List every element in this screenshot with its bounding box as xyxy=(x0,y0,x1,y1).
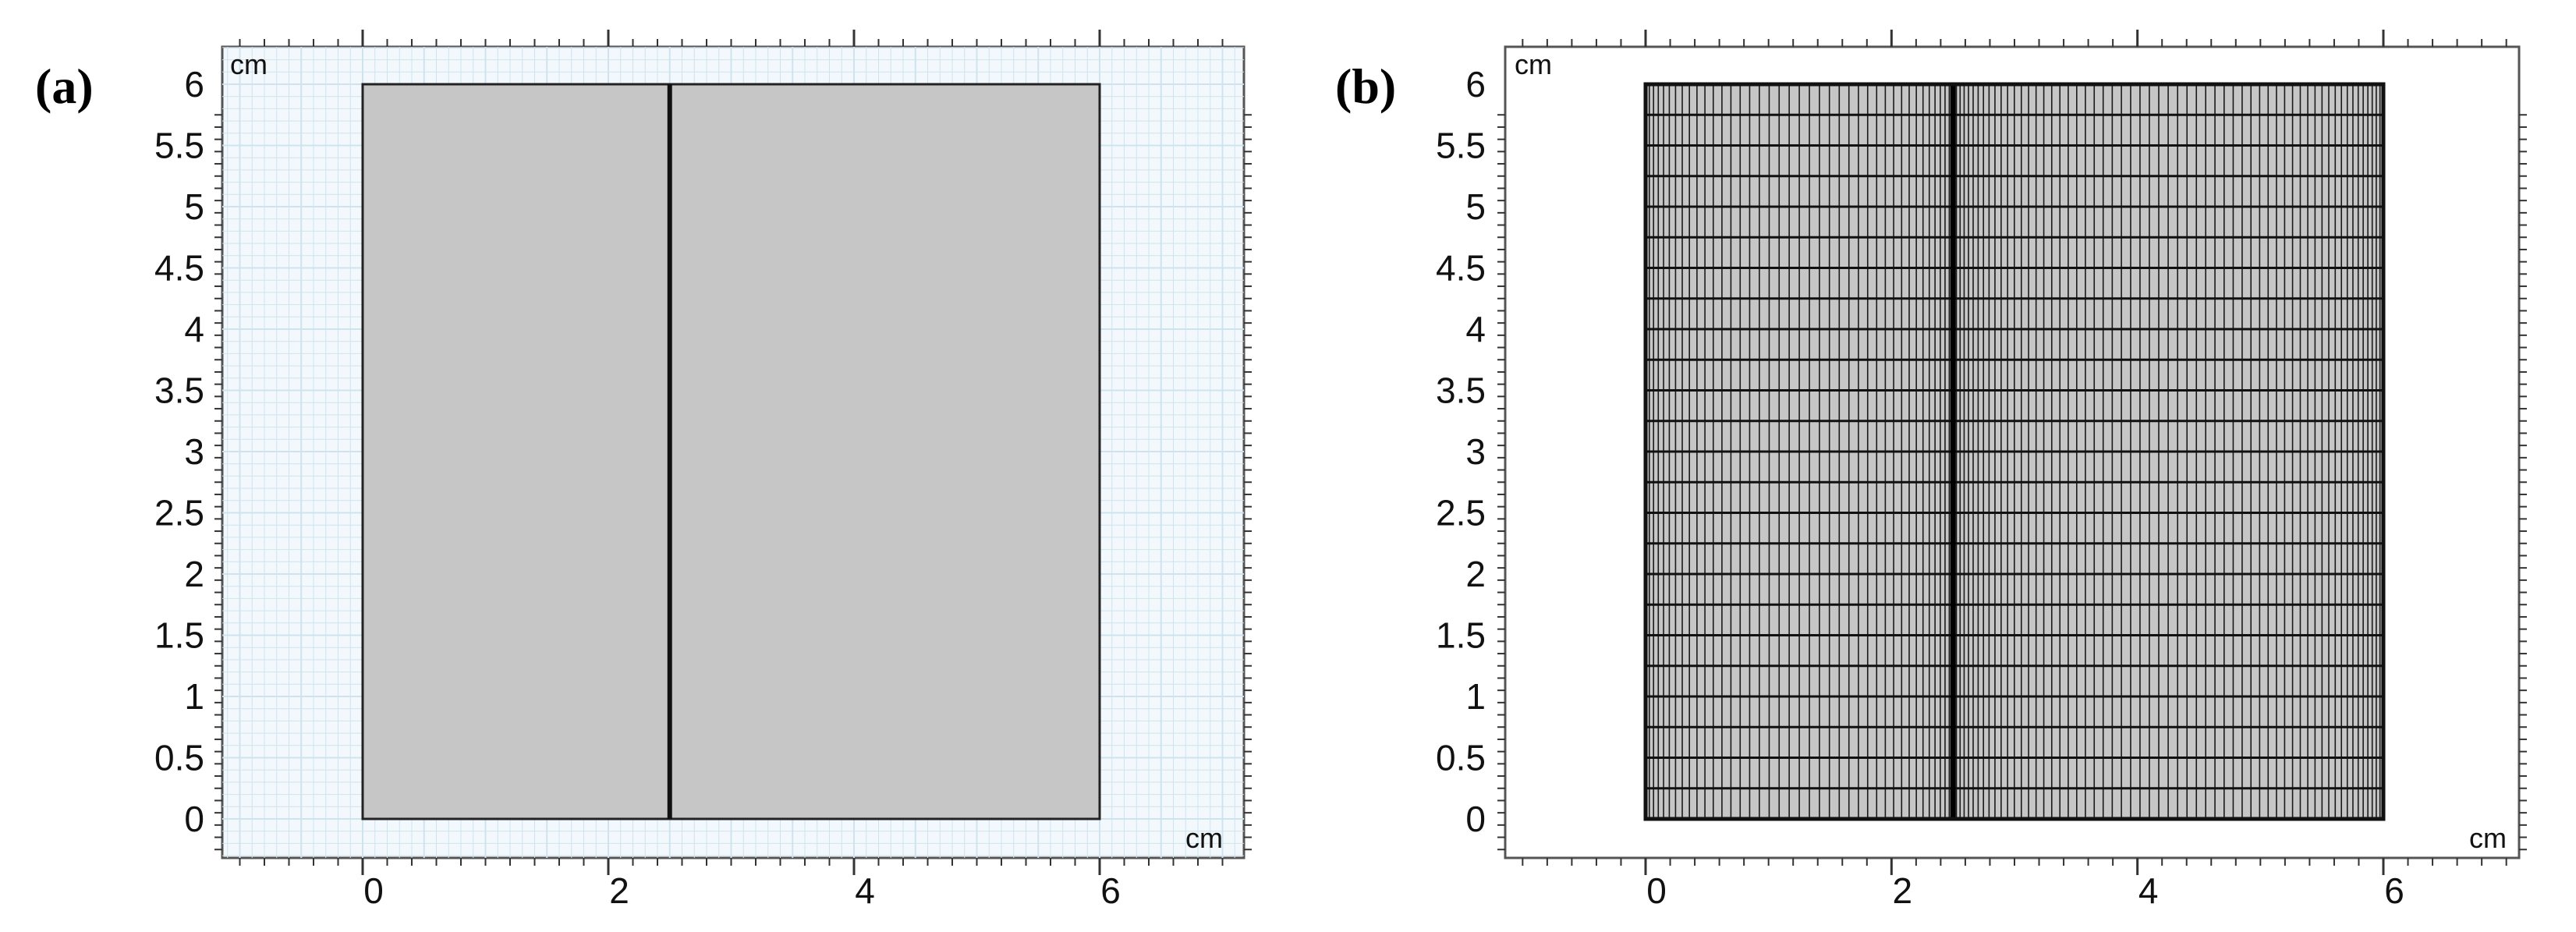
panel-b-y-unit: cm xyxy=(1515,48,1552,80)
mesh-outline xyxy=(1643,82,2386,821)
y-tick-label: 4 xyxy=(184,309,204,349)
y-tick-label: 5.5 xyxy=(154,126,204,166)
panel-a-y-unit: cm xyxy=(230,48,268,80)
panel-b-x-unit: cm xyxy=(2469,822,2507,854)
x-tick-label: 6 xyxy=(1100,870,1121,911)
y-tick-label: 3.5 xyxy=(1436,370,1486,411)
x-tick-label: 0 xyxy=(363,870,384,911)
y-tick-label: 4.5 xyxy=(154,248,204,289)
y-tick-label: 6 xyxy=(184,64,204,105)
y-tick-label: 5 xyxy=(184,186,204,227)
y-tick-label: 2 xyxy=(1465,554,1486,594)
y-tick-label: 2 xyxy=(184,554,204,594)
y-tick-label: 0.5 xyxy=(154,738,204,778)
panel-b-label: (b) xyxy=(1335,58,1396,114)
y-tick-label: 1.5 xyxy=(154,615,204,656)
domain-right-region xyxy=(668,83,1101,820)
x-tick-label: 0 xyxy=(1646,870,1667,911)
y-tick-label: 1 xyxy=(184,676,204,717)
panel-a-x-tick-labels: 0 2 4 6 xyxy=(363,870,1121,911)
y-tick-label: 5.5 xyxy=(1436,126,1486,166)
y-tick-label: 3 xyxy=(184,431,204,472)
x-tick-label: 4 xyxy=(2138,870,2159,911)
panel-a-frame-ticks xyxy=(214,30,1252,875)
x-tick-label: 2 xyxy=(1893,870,1913,911)
x-tick-label: 2 xyxy=(609,870,629,911)
panel-b-frame-ticks xyxy=(1497,30,2527,875)
x-tick-label: 4 xyxy=(855,870,875,911)
x-tick-label: 6 xyxy=(2384,870,2404,911)
y-tick-label: 2.5 xyxy=(1436,493,1486,533)
y-tick-label: 0 xyxy=(184,799,204,839)
panel-b: (b) cm cm 0 0.5 1 1.5 2 2.5 3 3.5 4 4.5 5 5.5 6 0 2 4 6 xyxy=(1335,30,2527,911)
y-tick-label: 3 xyxy=(1465,431,1486,472)
mesh-lines xyxy=(1645,83,2384,820)
y-tick-label: 3.5 xyxy=(154,370,204,411)
panel-a-y-tick-labels: 0 0.5 1 1.5 2 2.5 3 3.5 4 4.5 5 5.5 6 xyxy=(154,64,204,839)
panel-a: (a) cm cm 0 0.5 1 1.5 2 2.5 3 3.5 4 4.5 5 5.5 6 0 2 4 6 xyxy=(35,30,1252,911)
y-tick-label: 4 xyxy=(1465,309,1486,349)
y-tick-label: 6 xyxy=(1465,64,1486,105)
y-tick-label: 2.5 xyxy=(154,493,204,533)
y-tick-label: 4.5 xyxy=(1436,248,1486,289)
y-tick-label: 1.5 xyxy=(1436,615,1486,656)
domain-left-region xyxy=(361,83,671,820)
panel-a-label: (a) xyxy=(35,58,94,114)
y-tick-label: 0.5 xyxy=(1436,738,1486,778)
y-tick-label: 5 xyxy=(1465,186,1486,227)
panel-b-y-tick-labels: 0 0.5 1 1.5 2 2.5 3 3.5 4 4.5 5 5.5 6 xyxy=(1436,64,1486,839)
panel-b-x-tick-labels: 0 2 4 6 xyxy=(1646,870,2404,911)
y-tick-label: 1 xyxy=(1465,676,1486,717)
y-tick-label: 0 xyxy=(1465,799,1486,839)
panel-a-x-unit: cm xyxy=(1185,822,1223,854)
